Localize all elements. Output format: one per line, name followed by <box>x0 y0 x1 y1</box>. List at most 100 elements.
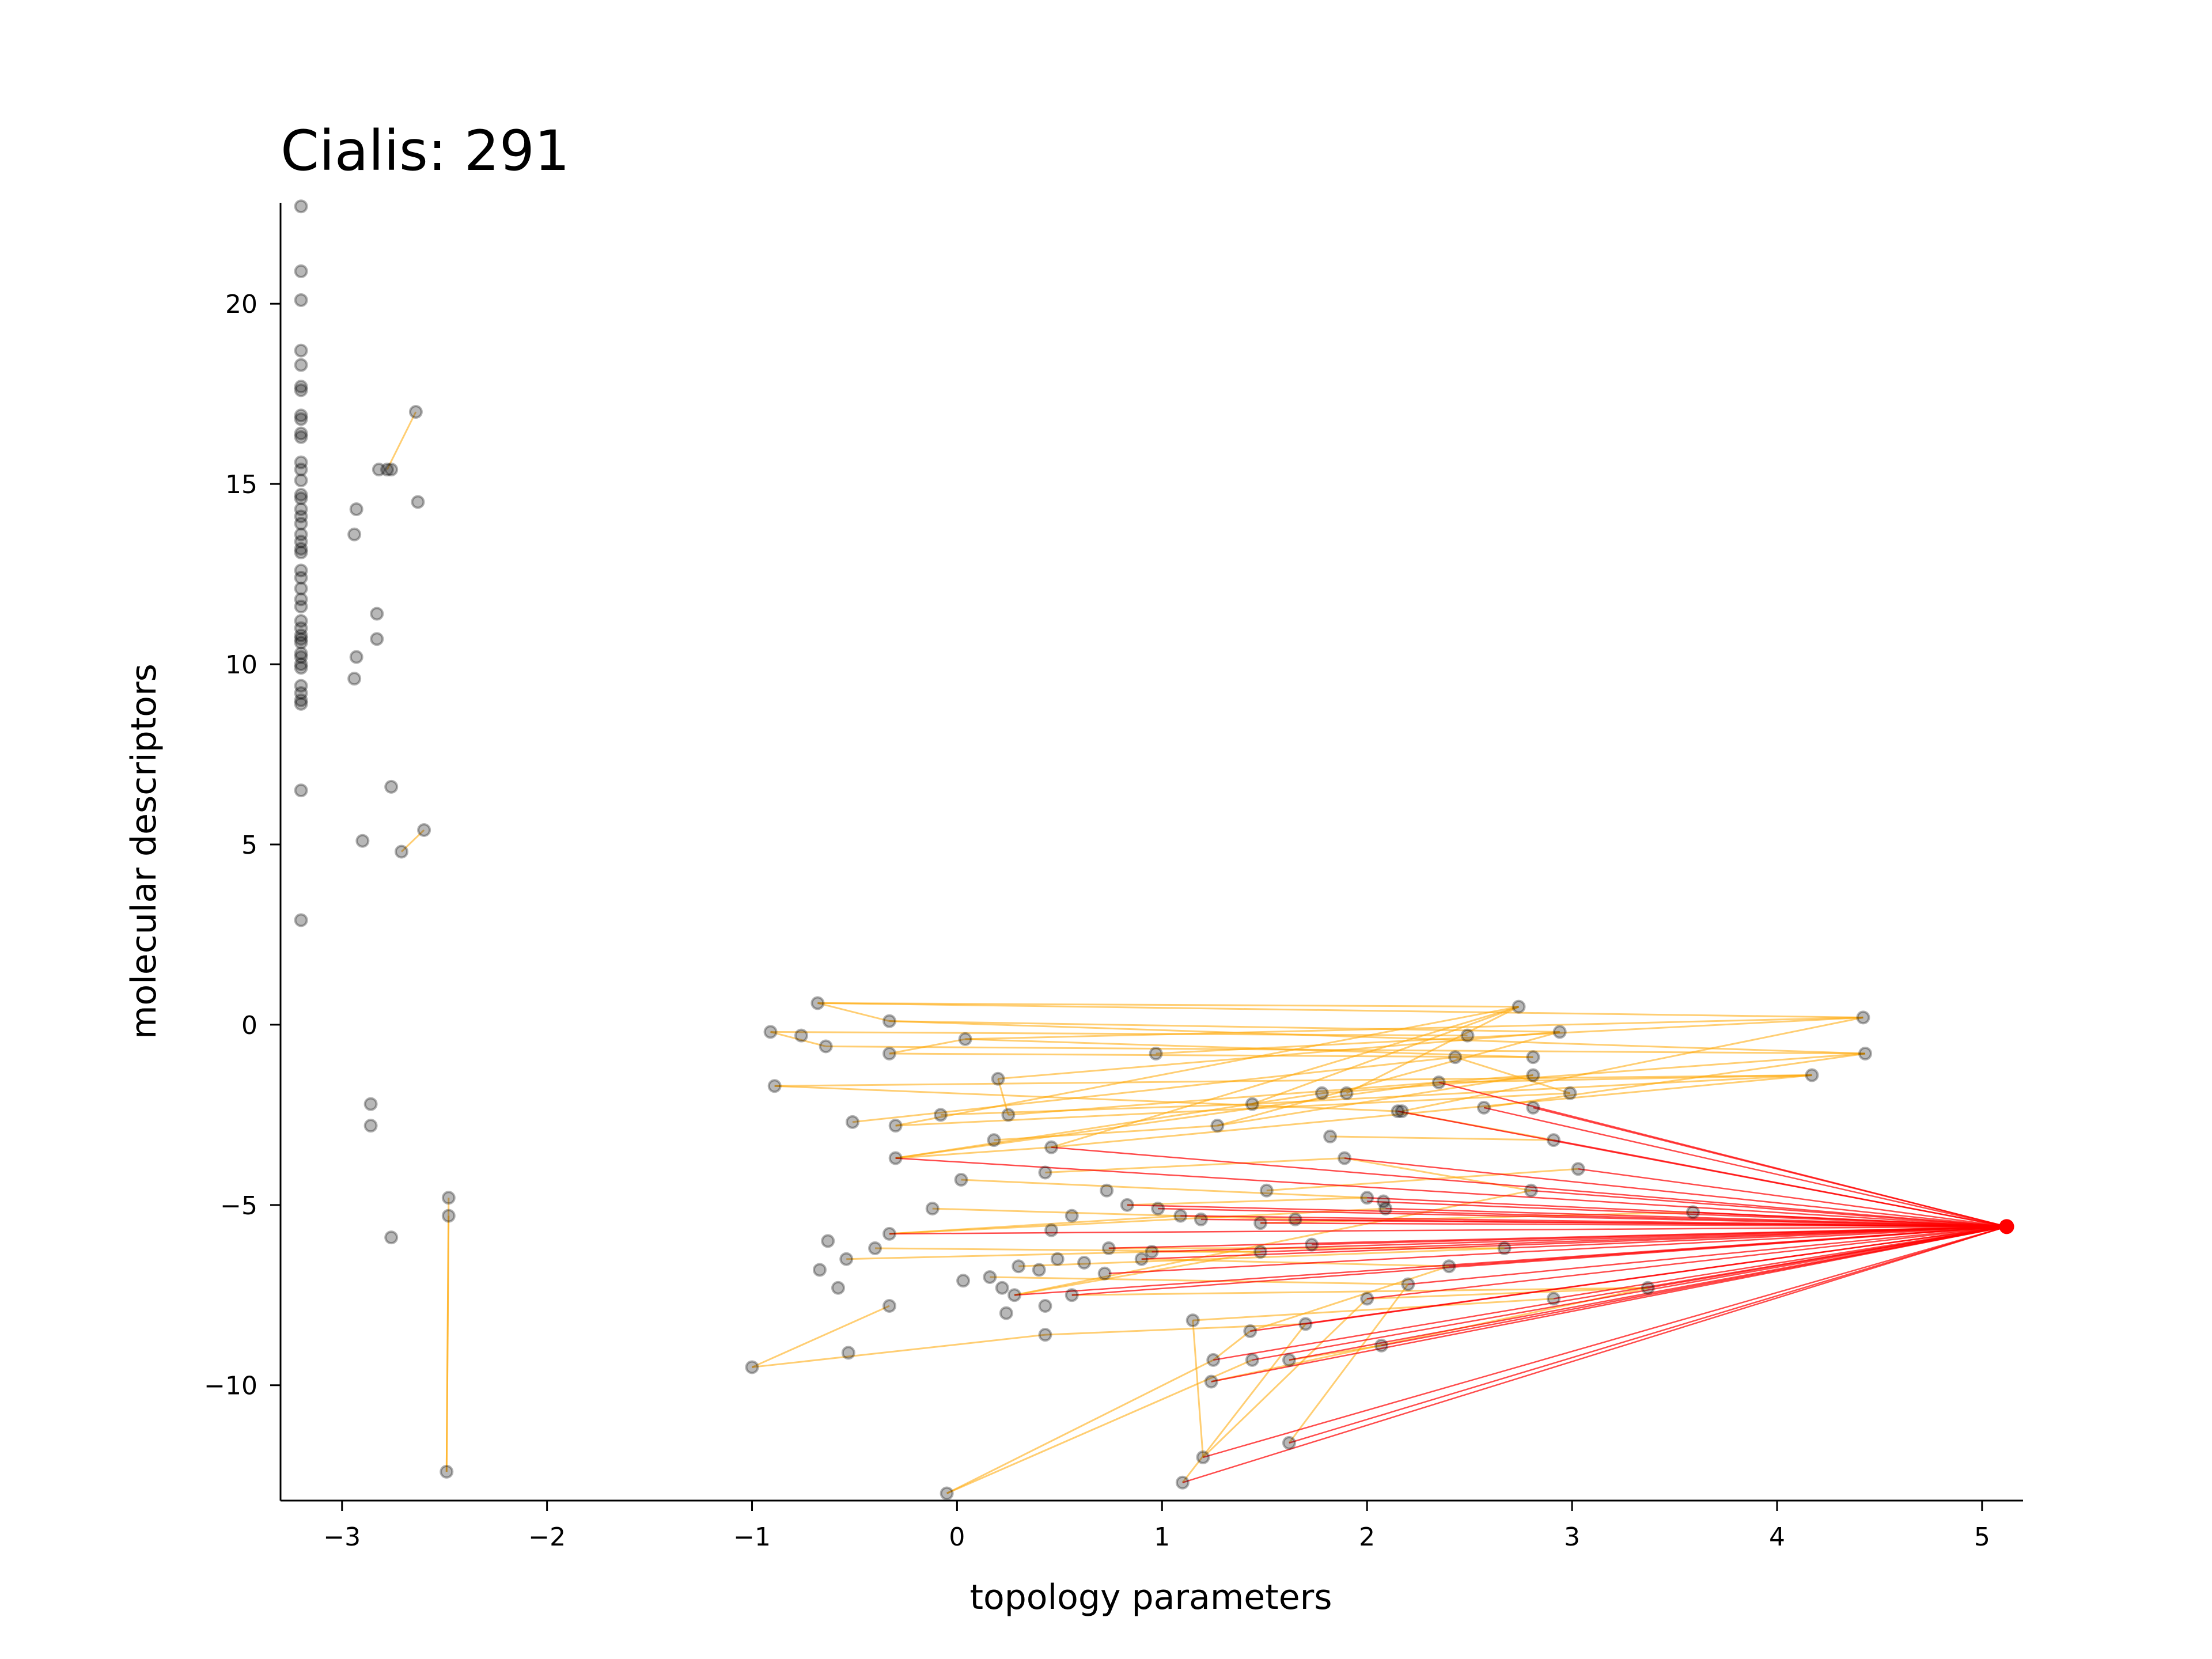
data-point <box>384 779 399 794</box>
highlight-edge-line <box>1289 1226 2007 1444</box>
data-point <box>1401 1277 1415 1291</box>
data-point <box>294 264 308 278</box>
data-point <box>380 463 395 477</box>
data-point <box>1032 1263 1046 1277</box>
data-point <box>1001 1108 1016 1122</box>
highlight-edge-line <box>1295 1218 2007 1228</box>
edge-layer <box>386 411 1866 1494</box>
data-point <box>294 380 308 394</box>
data-point <box>1805 1068 1819 1082</box>
data-point <box>1374 1338 1389 1353</box>
data-point <box>1206 1353 1221 1367</box>
data-point <box>1185 1313 1200 1328</box>
edge-line <box>751 1305 890 1368</box>
edge-line <box>895 1081 1439 1159</box>
edge-line <box>852 1056 1456 1123</box>
y-tick-label: 10 <box>225 650 257 680</box>
edge-line <box>445 1215 450 1472</box>
edge-line <box>1483 1052 1866 1109</box>
data-point <box>294 527 308 541</box>
edge-line <box>825 1045 1865 1055</box>
x-tick-label: −1 <box>733 1522 771 1552</box>
data-point <box>441 1209 456 1223</box>
data-point <box>294 546 308 560</box>
data-point <box>763 1025 778 1039</box>
data-point <box>294 686 308 700</box>
data-point <box>294 473 308 487</box>
point-layer <box>294 199 1872 1501</box>
highlight-edge-line <box>1289 1226 2007 1361</box>
highlight-edge-line <box>1213 1226 2007 1361</box>
data-point <box>839 1252 854 1266</box>
data-point <box>1044 1140 1059 1154</box>
edge-line <box>946 1359 1253 1494</box>
edge-line <box>1217 1031 1560 1127</box>
data-point <box>1245 1097 1259 1111</box>
y-axis-ticks: −10 −5 0 5 10 15 20 <box>204 290 281 1401</box>
highlight-edge-line <box>1531 1190 2007 1228</box>
edge-line <box>932 1207 1296 1221</box>
data-point <box>940 1486 954 1501</box>
highlight-edge-layer <box>889 1081 2007 1483</box>
data-point <box>294 383 308 397</box>
edge-line <box>889 1020 1560 1033</box>
data-point <box>1151 1202 1165 1216</box>
chart-title: Cialis: 291 <box>281 119 570 183</box>
data-point <box>991 1071 1005 1086</box>
data-point <box>1065 1209 1079 1223</box>
data-point <box>767 1079 782 1093</box>
data-point <box>1315 1086 1329 1100</box>
data-point <box>1175 1475 1190 1490</box>
y-tick-label: 20 <box>225 290 257 319</box>
data-point <box>1856 1010 1870 1025</box>
x-axis-ticks: −3 −2 −1 0 1 2 3 4 5 <box>323 1501 1990 1552</box>
edge-line <box>1249 1265 1449 1332</box>
data-point <box>372 463 386 477</box>
highlight-edge-line <box>1578 1168 2007 1228</box>
x-tick-label: −3 <box>323 1522 361 1552</box>
data-point <box>1323 1129 1338 1143</box>
edge-line <box>774 1074 1812 1087</box>
data-point <box>294 199 308 214</box>
data-point <box>1378 1202 1393 1216</box>
data-point <box>1305 1237 1319 1252</box>
data-point <box>882 1046 896 1060</box>
edge-line <box>889 1052 1533 1058</box>
data-point <box>819 1039 833 1054</box>
data-point <box>1038 1328 1052 1342</box>
edge-line <box>1455 1056 1570 1094</box>
data-point <box>1641 1281 1655 1295</box>
edge-line <box>1346 1006 1520 1094</box>
data-point <box>1526 1050 1540 1065</box>
edge-line <box>1402 1016 1863 1112</box>
data-point <box>1339 1086 1354 1100</box>
data-point <box>347 527 362 541</box>
data-point <box>888 1119 903 1133</box>
edge-line <box>1156 1016 1863 1055</box>
data-point <box>294 412 308 426</box>
data-point <box>363 1119 378 1133</box>
data-point <box>1245 1353 1259 1367</box>
y-tick-label: −5 <box>220 1191 257 1221</box>
data-point <box>294 783 308 798</box>
data-point <box>370 632 384 646</box>
data-point <box>1044 1223 1059 1237</box>
data-point <box>1120 1198 1134 1212</box>
edge-line <box>846 1251 1152 1260</box>
data-point <box>1395 1104 1409 1119</box>
edge-line <box>1045 1323 1306 1336</box>
data-point <box>1077 1255 1092 1270</box>
data-point <box>349 650 363 664</box>
highlight-edge-line <box>1483 1107 2007 1228</box>
data-point <box>347 672 362 686</box>
data-point <box>831 1281 845 1295</box>
data-point <box>1431 1075 1446 1090</box>
edge-line <box>1014 1190 1532 1296</box>
data-point <box>294 679 308 693</box>
edge-line <box>1051 1006 1519 1149</box>
highlight-edge-line <box>1344 1157 2007 1228</box>
data-point <box>294 509 308 524</box>
data-point <box>1038 1165 1052 1180</box>
data-point <box>294 661 308 675</box>
data-point <box>1288 1212 1302 1226</box>
